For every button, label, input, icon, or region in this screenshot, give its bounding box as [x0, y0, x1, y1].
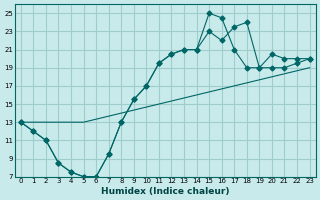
X-axis label: Humidex (Indice chaleur): Humidex (Indice chaleur) — [101, 187, 229, 196]
